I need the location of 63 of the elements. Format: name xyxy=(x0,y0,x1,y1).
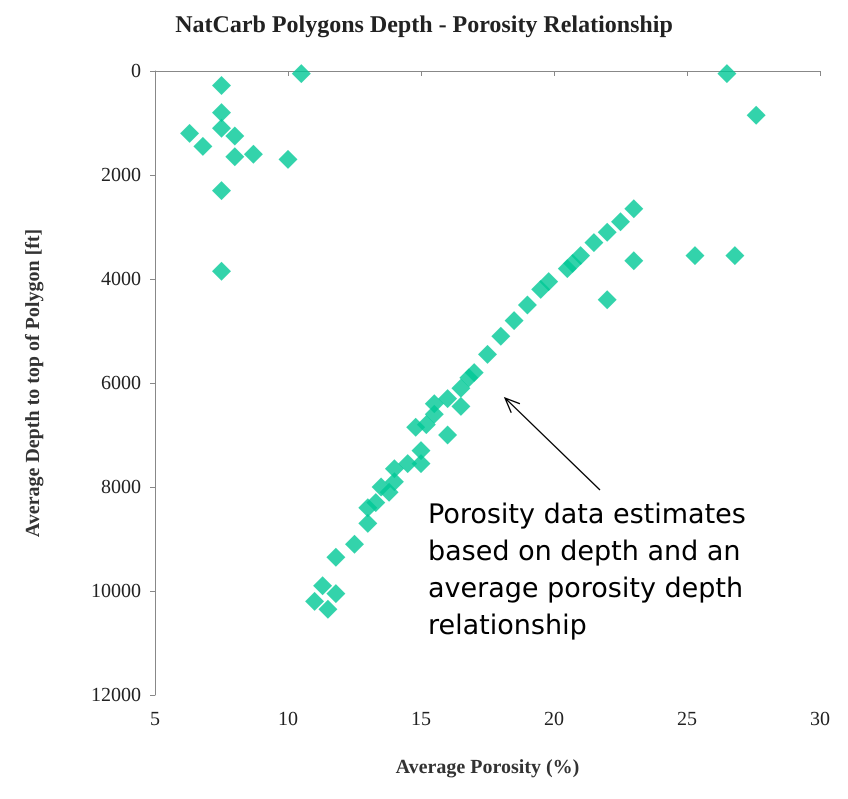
y-tick-label: 0 xyxy=(131,60,141,82)
point xyxy=(244,144,263,164)
point xyxy=(193,136,212,156)
y-tick-label: 6000 xyxy=(101,372,141,394)
point xyxy=(438,389,458,408)
point xyxy=(398,454,418,474)
point xyxy=(424,404,444,424)
point xyxy=(412,454,430,474)
point xyxy=(292,64,311,84)
point xyxy=(345,534,364,554)
point xyxy=(558,259,577,278)
point xyxy=(459,368,478,388)
point xyxy=(746,106,766,125)
point xyxy=(624,199,644,218)
x-tick-label: 15 xyxy=(411,708,431,730)
point xyxy=(685,246,704,266)
point xyxy=(305,592,324,611)
y-tick-label: 12000 xyxy=(91,684,141,706)
point xyxy=(225,126,244,146)
point xyxy=(598,222,617,242)
point xyxy=(225,147,244,166)
point xyxy=(438,426,458,444)
point xyxy=(598,290,617,310)
point xyxy=(358,498,378,518)
point xyxy=(624,251,644,270)
point xyxy=(518,296,537,314)
point xyxy=(451,378,470,398)
point xyxy=(180,124,200,143)
point xyxy=(318,600,338,619)
point xyxy=(611,212,630,232)
y-tick-label: 10000 xyxy=(91,580,141,602)
x-tick-label: 20 xyxy=(544,708,564,730)
y-tick-label: 4000 xyxy=(101,268,141,290)
point xyxy=(212,118,231,138)
chart-title: NatCarb Polygons Depth - Porosity Relationship xyxy=(175,12,673,38)
y-tick-label: 8000 xyxy=(101,476,141,498)
point xyxy=(584,233,604,252)
point xyxy=(725,246,744,266)
point xyxy=(326,548,346,567)
point xyxy=(491,326,510,346)
x-tick-label: 5 xyxy=(150,708,160,730)
point xyxy=(212,181,231,200)
point xyxy=(478,344,497,364)
point xyxy=(313,576,332,596)
point xyxy=(326,584,346,604)
point xyxy=(212,103,231,122)
annotation: Porosity data estimates based on depth and an average porosity depth relationship xyxy=(428,498,747,643)
point xyxy=(406,418,426,437)
x-axis-title: Average Porosity (%) xyxy=(396,756,580,778)
point xyxy=(278,150,298,169)
x-tick-label: 10 xyxy=(278,708,298,730)
x-tick-label: 30 xyxy=(810,708,830,730)
point xyxy=(212,76,231,96)
y-tick-label: 2000 xyxy=(101,164,141,186)
point xyxy=(531,280,550,299)
point xyxy=(717,64,736,84)
point xyxy=(358,514,378,533)
point xyxy=(451,396,470,416)
x-tick-label: 25 xyxy=(677,708,697,730)
y-axis-title: Average Depth to top of Polygon [ft] xyxy=(22,228,44,538)
point xyxy=(372,478,391,496)
point xyxy=(504,311,524,330)
point xyxy=(212,262,231,281)
